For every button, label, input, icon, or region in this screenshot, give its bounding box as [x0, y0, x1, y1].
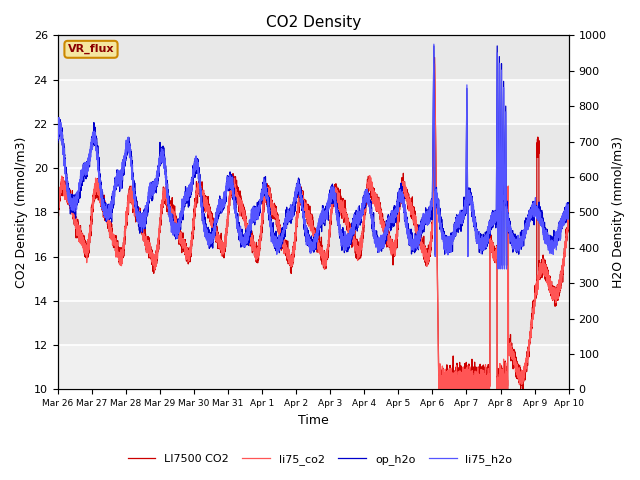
- li75_h2o: [296, 189, 303, 195]
- LI7500 CO2: [227, 184, 235, 190]
- li75_co2: [54, 212, 61, 218]
- LI7500 CO2: [537, 261, 545, 266]
- op_h2o: [296, 189, 303, 195]
- Line: li75_co2: li75_co2: [58, 64, 569, 389]
- op_h2o: [543, 230, 551, 236]
- li75_co2: [565, 218, 573, 224]
- LI7500 CO2: [442, 378, 449, 384]
- op_h2o: [565, 211, 573, 217]
- LI7500 CO2: [435, 386, 443, 392]
- li75_h2o: [227, 186, 235, 192]
- Y-axis label: H2O Density (mmol/m3): H2O Density (mmol/m3): [612, 136, 625, 288]
- Bar: [58, 168, 569, 212]
- op_h2o: [54, 135, 61, 141]
- Legend: LI7500 CO2, li75_co2, op_h2o, li75_h2o: LI7500 CO2, li75_co2, op_h2o, li75_h2o: [123, 450, 517, 469]
- Bar: [58, 80, 569, 124]
- LI7500 CO2: [428, 236, 435, 242]
- li75_co2: [537, 267, 545, 273]
- op_h2o: [537, 212, 545, 217]
- op_h2o: [227, 180, 235, 185]
- li75_co2: [435, 386, 443, 392]
- li75_h2o: [442, 234, 449, 240]
- op_h2o: [442, 240, 449, 245]
- Y-axis label: CO2 Density (mmol/m3): CO2 Density (mmol/m3): [15, 137, 28, 288]
- Title: CO2 Density: CO2 Density: [266, 15, 361, 30]
- LI7500 CO2: [296, 197, 303, 203]
- Bar: [58, 257, 569, 301]
- li75_h2o: [565, 210, 573, 216]
- li75_h2o: [428, 203, 435, 209]
- Bar: [58, 345, 569, 389]
- li75_h2o: [430, 41, 438, 47]
- LI7500 CO2: [54, 213, 61, 218]
- Line: op_h2o: op_h2o: [58, 46, 569, 265]
- op_h2o: [428, 204, 435, 209]
- X-axis label: Time: Time: [298, 414, 328, 427]
- li75_co2: [227, 182, 235, 188]
- LI7500 CO2: [431, 55, 438, 60]
- li75_co2: [442, 386, 449, 392]
- li75_co2: [428, 239, 435, 244]
- li75_co2: [296, 197, 303, 203]
- op_h2o: [430, 43, 438, 49]
- Text: VR_flux: VR_flux: [68, 44, 115, 54]
- Line: LI7500 CO2: LI7500 CO2: [58, 58, 569, 389]
- LI7500 CO2: [565, 219, 573, 225]
- op_h2o: [494, 263, 502, 268]
- LI7500 CO2: [543, 279, 551, 285]
- li75_co2: [431, 61, 438, 67]
- li75_co2: [543, 274, 551, 280]
- Line: li75_h2o: li75_h2o: [58, 44, 569, 269]
- li75_h2o: [537, 222, 545, 228]
- li75_h2o: [543, 239, 551, 244]
- li75_h2o: [54, 132, 61, 138]
- li75_h2o: [494, 266, 502, 272]
